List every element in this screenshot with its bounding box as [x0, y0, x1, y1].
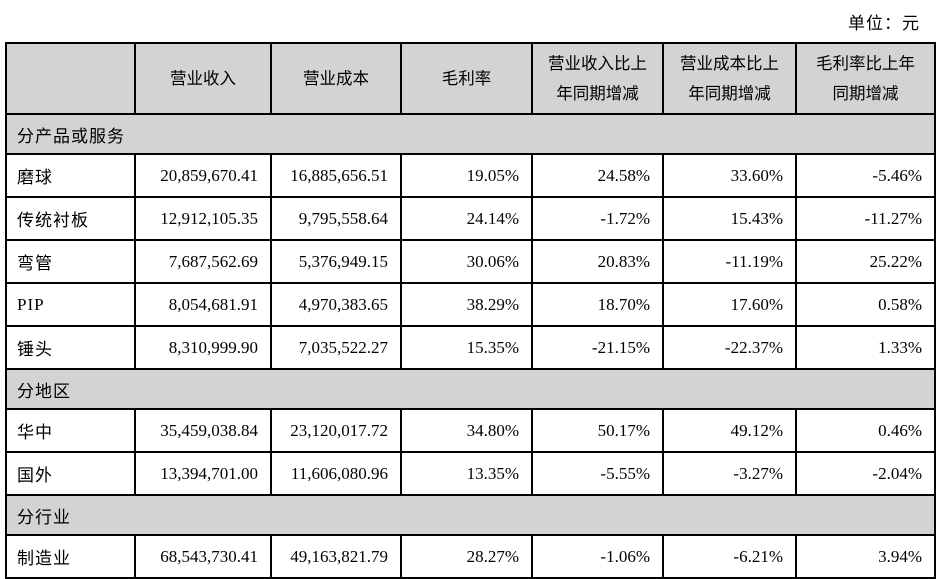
cell-revenue-yoy: -1.06% [531, 534, 664, 579]
col-header-cost-yoy: 营业成本比上 年同期增减 [662, 42, 797, 115]
row-label: 锤头 [5, 325, 136, 370]
cell-margin-yoy: -5.46% [795, 153, 936, 198]
table-row-grinding-balls: 磨球 20,859,670.41 16,885,656.51 19.05% 24… [5, 153, 936, 198]
cell-gross-margin: 15.35% [400, 325, 533, 370]
cell-revenue: 12,912,105.35 [134, 196, 272, 241]
cell-cost-yoy: -3.27% [662, 451, 797, 496]
table-row-bent-pipe: 弯管 7,687,562.69 5,376,949.15 30.06% 20.8… [5, 239, 936, 284]
cell-cost-yoy: 33.60% [662, 153, 797, 198]
cell-revenue: 20,859,670.41 [134, 153, 272, 198]
cell-gross-margin: 30.06% [400, 239, 533, 284]
cell-revenue-yoy: -1.72% [531, 196, 664, 241]
cell-revenue-yoy: -21.15% [531, 325, 664, 370]
row-label: 国外 [5, 451, 136, 496]
col-header-cost: 营业成本 [270, 42, 402, 115]
row-label: 传统衬板 [5, 196, 136, 241]
cell-margin-yoy: 25.22% [795, 239, 936, 284]
cell-gross-margin: 24.14% [400, 196, 533, 241]
table-row-central-china: 华中 35,459,038.84 23,120,017.72 34.80% 50… [5, 408, 936, 453]
row-label: 制造业 [5, 534, 136, 579]
cell-gross-margin: 13.35% [400, 451, 533, 496]
cell-revenue-yoy: 20.83% [531, 239, 664, 284]
table-row-manufacturing: 制造业 68,543,730.41 49,163,821.79 28.27% -… [5, 534, 936, 579]
col-header-revenue-yoy: 营业收入比上 年同期增减 [531, 42, 664, 115]
cell-revenue: 35,459,038.84 [134, 408, 272, 453]
section-title: 分产品或服务 [5, 113, 936, 155]
table-row-pip: PIP 8,054,681.91 4,970,383.65 38.29% 18.… [5, 282, 936, 327]
cell-revenue-yoy: 50.17% [531, 408, 664, 453]
cell-cost-yoy: 49.12% [662, 408, 797, 453]
cell-cost: 9,795,558.64 [270, 196, 402, 241]
cell-revenue-yoy: 18.70% [531, 282, 664, 327]
cell-margin-yoy: 3.94% [795, 534, 936, 579]
cell-cost-yoy: -22.37% [662, 325, 797, 370]
cell-gross-margin: 19.05% [400, 153, 533, 198]
cell-revenue: 8,310,999.90 [134, 325, 272, 370]
section-header-by-industry: 分行业 [5, 494, 936, 536]
table-row-hammer-head: 锤头 8,310,999.90 7,035,522.27 15.35% -21.… [5, 325, 936, 370]
cell-revenue-yoy: -5.55% [531, 451, 664, 496]
table-row-overseas: 国外 13,394,701.00 11,606,080.96 13.35% -5… [5, 451, 936, 496]
section-title: 分行业 [5, 494, 936, 536]
row-label: 华中 [5, 408, 136, 453]
col-header-gross-margin: 毛利率 [400, 42, 533, 115]
cell-cost: 16,885,656.51 [270, 153, 402, 198]
cell-revenue-yoy: 24.58% [531, 153, 664, 198]
col-header-revenue: 营业收入 [134, 42, 272, 115]
cell-gross-margin: 38.29% [400, 282, 533, 327]
cell-cost-yoy: 17.60% [662, 282, 797, 327]
cell-cost: 5,376,949.15 [270, 239, 402, 284]
segment-breakdown-table: 营业收入 营业成本 毛利率 营业收入比上 年同期增减 营业成本比上 年同期增减 … [5, 42, 936, 579]
cell-revenue: 7,687,562.69 [134, 239, 272, 284]
section-title: 分地区 [5, 368, 936, 410]
cell-cost-yoy: 15.43% [662, 196, 797, 241]
cell-margin-yoy: 0.46% [795, 408, 936, 453]
cell-cost: 4,970,383.65 [270, 282, 402, 327]
unit-label: 单位：元 [848, 14, 920, 33]
cell-cost: 23,120,017.72 [270, 408, 402, 453]
cell-cost: 7,035,522.27 [270, 325, 402, 370]
row-label: PIP [5, 282, 136, 327]
cell-revenue: 8,054,681.91 [134, 282, 272, 327]
cell-cost-yoy: -11.19% [662, 239, 797, 284]
col-header-corner [5, 42, 136, 115]
cell-cost-yoy: -6.21% [662, 534, 797, 579]
cell-gross-margin: 34.80% [400, 408, 533, 453]
cell-cost: 49,163,821.79 [270, 534, 402, 579]
row-label: 弯管 [5, 239, 136, 284]
table-header-row: 营业收入 营业成本 毛利率 营业收入比上 年同期增减 营业成本比上 年同期增减 … [5, 42, 936, 115]
row-label: 磨球 [5, 153, 136, 198]
cell-margin-yoy: 1.33% [795, 325, 936, 370]
col-header-margin-yoy: 毛利率比上年 同期增减 [795, 42, 936, 115]
cell-margin-yoy: -2.04% [795, 451, 936, 496]
cell-revenue: 68,543,730.41 [134, 534, 272, 579]
cell-margin-yoy: 0.58% [795, 282, 936, 327]
cell-cost: 11,606,080.96 [270, 451, 402, 496]
table-row-traditional-liners: 传统衬板 12,912,105.35 9,795,558.64 24.14% -… [5, 196, 936, 241]
section-header-by-region: 分地区 [5, 368, 936, 410]
cell-gross-margin: 28.27% [400, 534, 533, 579]
cell-revenue: 13,394,701.00 [134, 451, 272, 496]
section-header-by-product: 分产品或服务 [5, 113, 936, 155]
cell-margin-yoy: -11.27% [795, 196, 936, 241]
